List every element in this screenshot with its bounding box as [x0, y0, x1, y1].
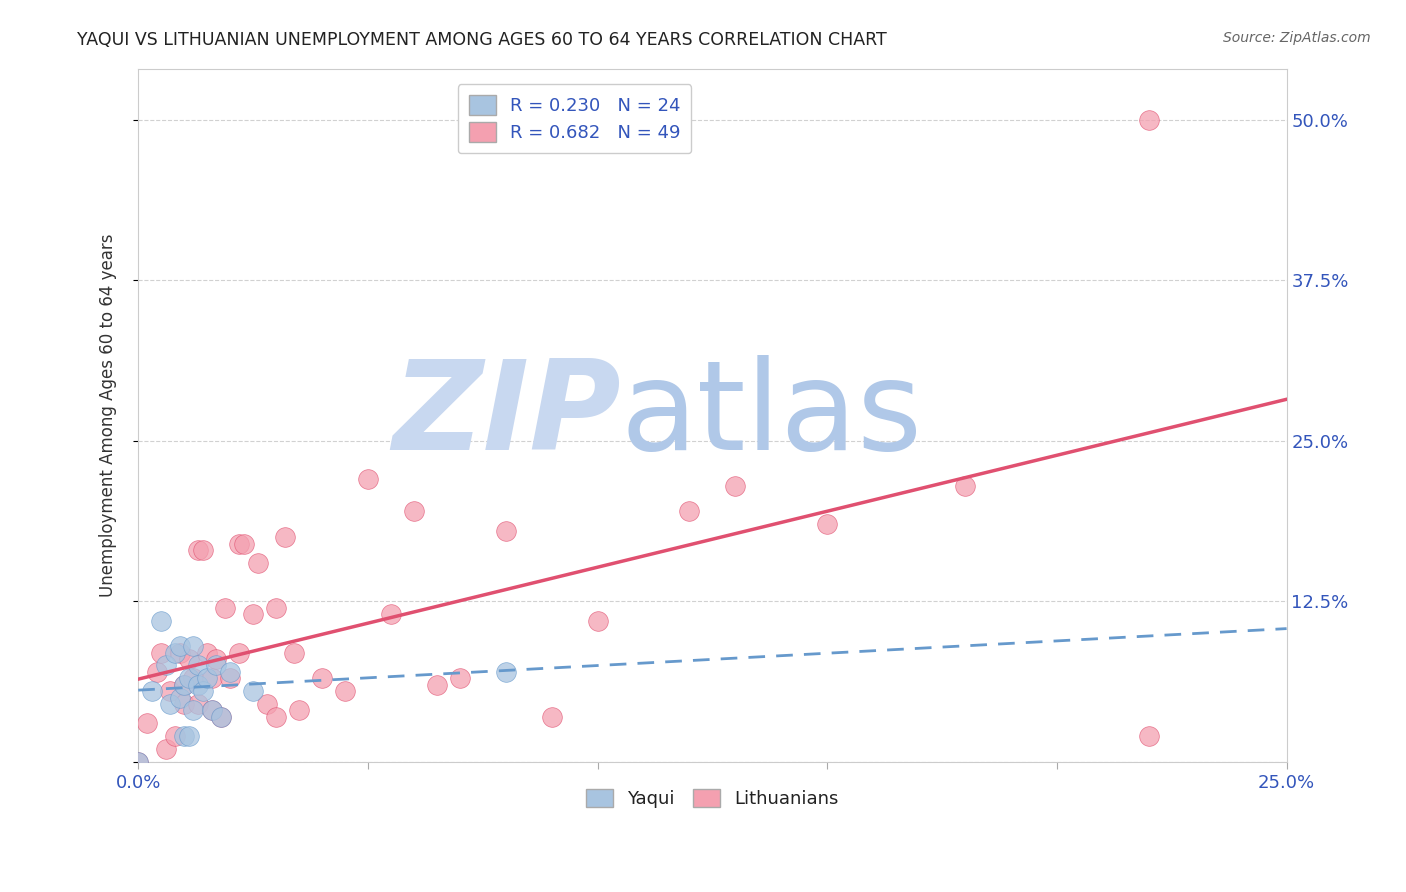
Point	[155, 742, 177, 756]
Point	[205, 658, 228, 673]
Point	[232, 536, 254, 550]
Y-axis label: Unemployment Among Ages 60 to 64 years: Unemployment Among Ages 60 to 64 years	[100, 234, 117, 597]
Point	[586, 614, 609, 628]
Point	[214, 600, 236, 615]
Point	[288, 703, 311, 717]
Text: atlas: atlas	[620, 355, 922, 475]
Point	[219, 671, 242, 685]
Point	[169, 646, 191, 660]
Point	[333, 684, 356, 698]
Point	[953, 479, 976, 493]
Point	[195, 646, 218, 660]
Point	[187, 543, 209, 558]
Point	[181, 671, 204, 685]
Point	[159, 697, 181, 711]
Point	[449, 671, 471, 685]
Point	[173, 678, 195, 692]
Point	[163, 729, 186, 743]
Point	[219, 665, 242, 679]
Point	[173, 697, 195, 711]
Point	[815, 517, 838, 532]
Point	[177, 729, 200, 743]
Point	[283, 646, 305, 660]
Point	[205, 652, 228, 666]
Point	[246, 556, 269, 570]
Point	[187, 697, 209, 711]
Point	[380, 607, 402, 621]
Point	[274, 530, 297, 544]
Point	[127, 755, 149, 769]
Point	[127, 755, 149, 769]
Point	[209, 710, 232, 724]
Point	[187, 678, 209, 692]
Point	[201, 703, 224, 717]
Point	[264, 710, 287, 724]
Point	[159, 684, 181, 698]
Point	[256, 697, 278, 711]
Point	[177, 671, 200, 685]
Point	[141, 684, 163, 698]
Point	[209, 710, 232, 724]
Point	[169, 690, 191, 705]
Point	[495, 524, 517, 538]
Point	[678, 504, 700, 518]
Point	[311, 671, 333, 685]
Point	[173, 678, 195, 692]
Text: YAQUI VS LITHUANIAN UNEMPLOYMENT AMONG AGES 60 TO 64 YEARS CORRELATION CHART: YAQUI VS LITHUANIAN UNEMPLOYMENT AMONG A…	[77, 31, 887, 49]
Point	[402, 504, 425, 518]
Point	[228, 536, 250, 550]
Point	[150, 614, 173, 628]
Point	[242, 607, 264, 621]
Legend: Yaqui, Lithuanians: Yaqui, Lithuanians	[579, 781, 846, 815]
Point	[187, 658, 209, 673]
Point	[242, 684, 264, 698]
Point	[163, 646, 186, 660]
Point	[426, 678, 449, 692]
Point	[177, 652, 200, 666]
Point	[540, 710, 562, 724]
Point	[181, 639, 204, 653]
Point	[201, 703, 224, 717]
Point	[724, 479, 747, 493]
Point	[173, 729, 195, 743]
Text: Source: ZipAtlas.com: Source: ZipAtlas.com	[1223, 31, 1371, 45]
Point	[191, 684, 214, 698]
Point	[155, 658, 177, 673]
Text: ZIP: ZIP	[392, 355, 620, 475]
Point	[1137, 112, 1160, 127]
Point	[228, 646, 250, 660]
Point	[169, 639, 191, 653]
Point	[150, 646, 173, 660]
Point	[357, 472, 380, 486]
Point	[195, 671, 218, 685]
Point	[264, 600, 287, 615]
Point	[1137, 729, 1160, 743]
Point	[145, 665, 167, 679]
Point	[191, 543, 214, 558]
Point	[495, 665, 517, 679]
Point	[181, 703, 204, 717]
Point	[201, 671, 224, 685]
Point	[136, 716, 159, 731]
